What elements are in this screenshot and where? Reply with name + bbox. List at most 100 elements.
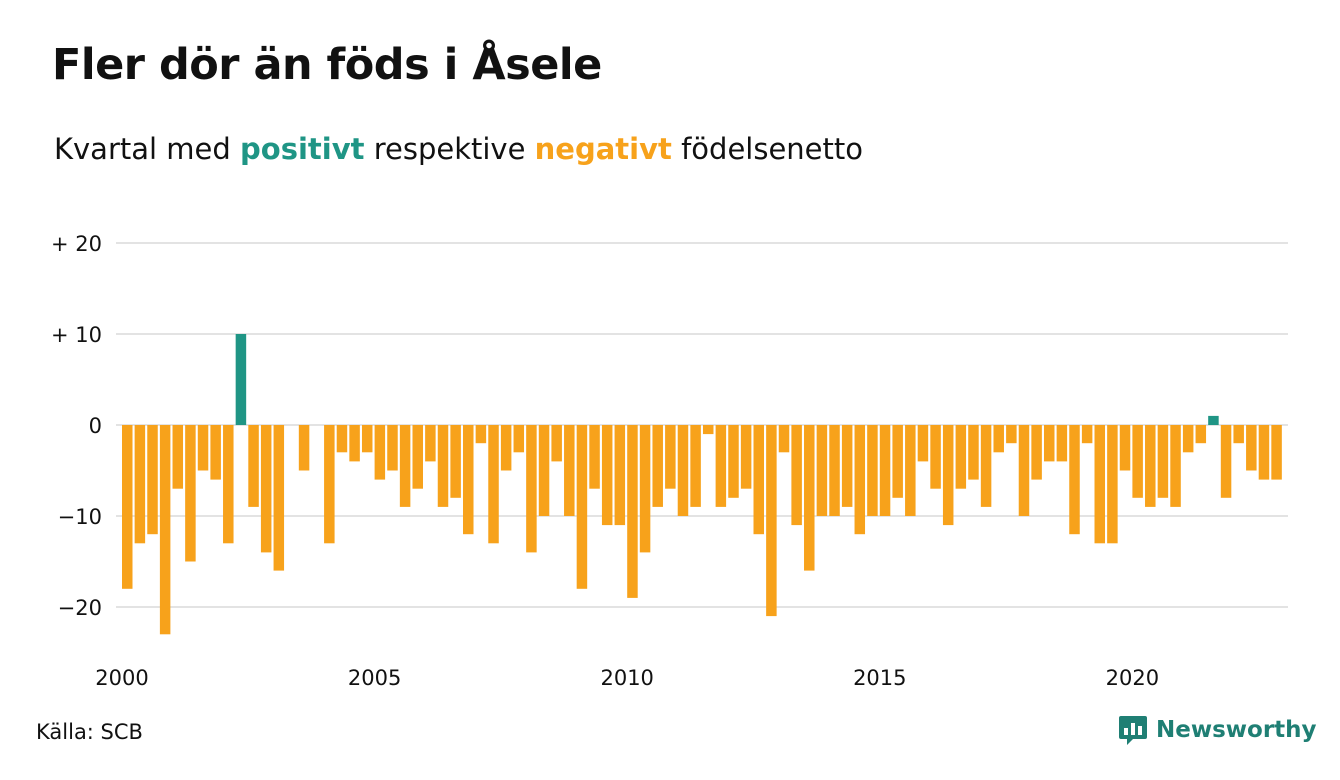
bar-negative — [387, 425, 398, 471]
bar-negative — [1018, 425, 1030, 516]
y-axis: + 20 + 10 0 −10 −20 — [51, 232, 102, 620]
subtitle-text-3: födelsenetto — [671, 132, 863, 166]
brand-name: Newsworthy — [1156, 717, 1317, 743]
bar-negative — [1220, 425, 1232, 498]
bar-negative — [260, 425, 272, 553]
x-tick-label: 2000 — [95, 666, 148, 690]
y-tick-label: −20 — [58, 596, 102, 620]
bar-negative — [1145, 425, 1156, 507]
bar-negative — [677, 425, 689, 516]
bar-negative — [702, 425, 714, 435]
bar-negative — [955, 425, 967, 489]
bar-negative — [778, 425, 790, 453]
bar-negative — [1195, 425, 1207, 444]
bar-negative — [134, 425, 146, 544]
bar-negative — [349, 425, 360, 462]
bar-negative — [766, 425, 777, 617]
bar-negative — [614, 425, 626, 526]
bar-negative — [740, 425, 752, 489]
bar-negative — [564, 425, 575, 516]
bar-negative — [816, 425, 828, 516]
x-tick-label: 2015 — [853, 666, 906, 690]
y-tick-label: + 10 — [51, 323, 102, 347]
chart-subtitle: Kvartal med positivt respektive negativt… — [54, 132, 863, 166]
bar-negative — [589, 425, 600, 489]
bar-negative — [854, 425, 866, 535]
subtitle-text-2: respektive — [364, 132, 535, 166]
bar-negative — [526, 425, 537, 553]
bar-negative — [273, 425, 285, 571]
bar-negative — [879, 425, 891, 516]
bar-negative — [172, 425, 184, 489]
bar-negative — [399, 425, 411, 507]
bar-positive — [1208, 415, 1219, 425]
bar-negative — [1258, 425, 1270, 480]
bar-negative — [980, 425, 992, 507]
bar-negative — [715, 425, 727, 507]
bar-negative — [892, 425, 903, 498]
bar-negative — [993, 425, 1004, 453]
chart-title: Fler dör än föds i Åsele — [52, 40, 602, 90]
bar-negative — [1069, 425, 1080, 535]
bar-negative — [804, 425, 815, 571]
bar-negative — [1271, 425, 1282, 480]
bar-negative — [538, 425, 550, 516]
bar-negative — [361, 425, 373, 453]
bar-negative — [867, 425, 878, 516]
bar-negative — [690, 425, 701, 507]
bar-negative — [223, 425, 234, 544]
bar-negative — [942, 425, 954, 526]
bar-negative — [968, 425, 979, 480]
bar-negative — [475, 425, 487, 444]
bar-negative — [728, 425, 739, 498]
bar-negative — [841, 425, 853, 507]
bar-negative — [917, 425, 929, 462]
bar-negative — [463, 425, 474, 535]
bar-positive — [235, 334, 247, 425]
newsworthy-logo-icon — [1119, 716, 1147, 745]
subtitle-positive: positivt — [240, 132, 365, 166]
bar-negative — [425, 425, 436, 462]
bars — [122, 334, 1282, 635]
bar-negative — [336, 425, 348, 453]
bar-negative — [248, 425, 259, 507]
bar-negative — [210, 425, 221, 480]
source-note: Källa: SCB — [36, 720, 143, 744]
gridlines — [116, 242, 1288, 608]
x-tick-label: 2005 — [348, 666, 401, 690]
bar-negative — [652, 425, 663, 507]
bar-negative — [829, 425, 840, 516]
bar-negative — [1157, 425, 1169, 498]
x-axis: 2000 2005 2010 2015 2020 — [95, 666, 1159, 690]
bar-negative — [1081, 425, 1093, 444]
bar-negative — [1233, 425, 1244, 444]
bar-negative — [665, 425, 676, 489]
bar-negative — [601, 425, 613, 526]
bar-negative — [298, 425, 310, 471]
subtitle-negative: negativt — [534, 132, 672, 166]
bar-negative — [197, 425, 209, 471]
y-tick-label: 0 — [89, 414, 102, 438]
bar-negative — [1094, 425, 1106, 544]
bar-negative — [1182, 425, 1194, 453]
bar-negative — [1006, 425, 1017, 444]
bar-negative — [905, 425, 916, 516]
bar-negative — [1132, 425, 1143, 498]
bar-negative — [450, 425, 461, 498]
bar-negative — [1031, 425, 1042, 480]
bar-negative — [639, 425, 651, 553]
bar-negative — [324, 425, 335, 544]
bar-negative — [1107, 425, 1118, 544]
x-tick-label: 2010 — [600, 666, 653, 690]
bar-negative — [147, 425, 158, 535]
y-tick-label: −10 — [58, 505, 102, 529]
brand: Newsworthy — [1118, 714, 1317, 746]
bar-negative — [627, 425, 638, 598]
bar-negative — [374, 425, 386, 480]
y-tick-label: + 20 — [51, 232, 102, 256]
bar-negative — [412, 425, 423, 489]
bar-negative — [500, 425, 512, 471]
bar-negative — [791, 425, 802, 526]
bar-negative — [930, 425, 941, 489]
bar-negative — [576, 425, 588, 589]
